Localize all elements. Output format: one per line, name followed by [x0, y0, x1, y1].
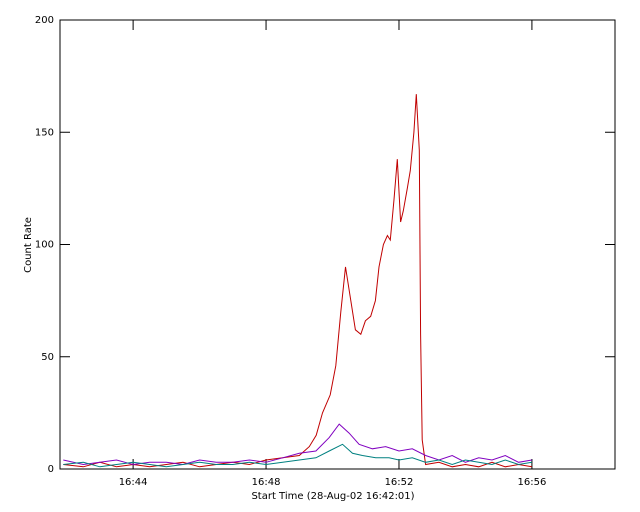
x-tick-label: 16:52: [385, 477, 414, 488]
x-tick-label: 16:48: [252, 477, 281, 488]
x-tick-label: 16:44: [119, 477, 148, 488]
y-tick-label: 50: [41, 352, 54, 363]
data-line: [63, 94, 532, 468]
y-axis-label: Count Rate: [23, 217, 34, 273]
plot-frame: [59, 19, 616, 470]
x-axis-label: Start Time (28-Aug-02 16:42:01): [251, 491, 414, 502]
data-line: [63, 443, 532, 468]
y-tick-label: 100: [35, 240, 54, 251]
data-line: [63, 423, 532, 466]
y-tick-label: 150: [35, 127, 54, 138]
y-tick-label: 0: [48, 464, 54, 475]
x-tick-label: 16:56: [518, 477, 547, 488]
y-tick-label: 200: [35, 15, 54, 26]
